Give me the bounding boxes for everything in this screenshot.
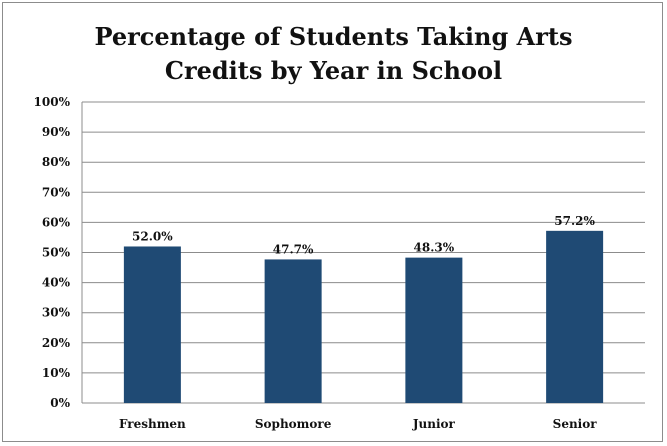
chart-title-line-1: Percentage of Students Taking Arts (94, 22, 573, 51)
y-tick-label: 40% (42, 276, 71, 290)
bar-junior (405, 257, 463, 403)
bar-senior (546, 230, 604, 403)
x-category-label: Freshmen (119, 417, 186, 431)
bar-freshmen (123, 246, 181, 403)
y-tick-label: 10% (42, 366, 71, 380)
y-tick-label: 80% (42, 155, 71, 169)
x-category-label: Senior (553, 417, 598, 431)
bar-sophomore (264, 259, 322, 403)
x-category-label: Junior (412, 417, 456, 431)
y-tick-label: 60% (42, 215, 71, 229)
chart-title-line-2: Credits by Year in School (164, 56, 503, 85)
x-category-label: Sophomore (255, 417, 332, 431)
data-label: 48.3% (414, 241, 455, 255)
y-tick-label: 20% (42, 336, 71, 350)
y-tick-label: 0% (50, 396, 70, 410)
y-tick-label: 100% (34, 95, 71, 109)
y-tick-label: 90% (42, 125, 71, 139)
y-tick-label: 70% (42, 185, 71, 199)
data-label: 52.0% (132, 229, 173, 243)
data-label: 57.2% (554, 214, 595, 228)
data-label: 47.7% (273, 242, 314, 256)
y-tick-label: 50% (42, 246, 71, 260)
y-tick-label: 30% (42, 306, 71, 320)
